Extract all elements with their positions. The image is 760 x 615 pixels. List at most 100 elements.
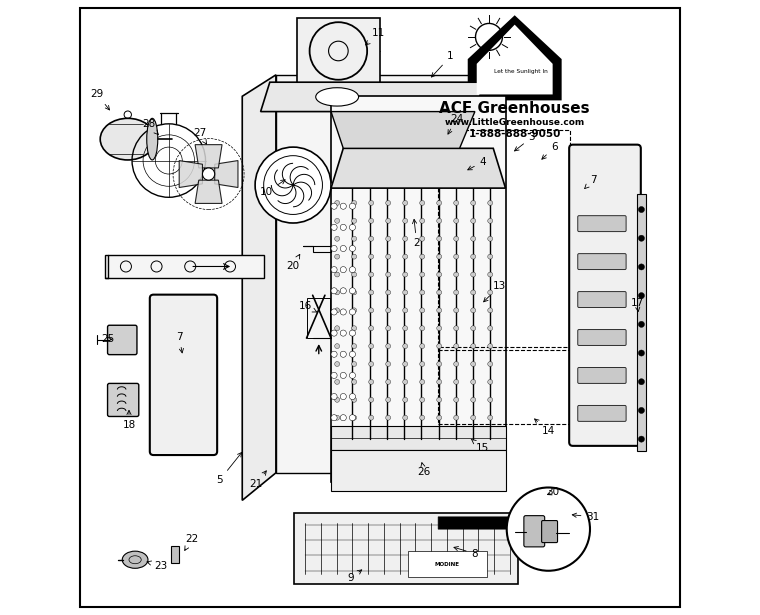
Circle shape: [334, 236, 340, 241]
Circle shape: [420, 218, 425, 223]
Circle shape: [369, 254, 374, 259]
Circle shape: [437, 200, 442, 205]
Circle shape: [350, 309, 356, 315]
FancyBboxPatch shape: [108, 325, 137, 355]
Ellipse shape: [315, 88, 359, 106]
Circle shape: [340, 309, 347, 315]
Circle shape: [350, 415, 356, 421]
Circle shape: [340, 266, 347, 272]
Polygon shape: [214, 161, 238, 188]
Circle shape: [403, 362, 407, 367]
Circle shape: [352, 272, 356, 277]
Bar: [306, 298, 330, 338]
FancyBboxPatch shape: [578, 253, 626, 269]
Circle shape: [386, 397, 391, 402]
Circle shape: [470, 397, 476, 402]
Circle shape: [386, 236, 391, 241]
Circle shape: [331, 203, 337, 209]
Circle shape: [454, 326, 458, 331]
Circle shape: [488, 308, 492, 313]
Circle shape: [454, 362, 458, 367]
Circle shape: [488, 290, 492, 295]
Text: 7: 7: [584, 175, 597, 189]
Circle shape: [454, 272, 458, 277]
Circle shape: [369, 183, 374, 188]
Circle shape: [352, 379, 356, 384]
Circle shape: [386, 272, 391, 277]
Circle shape: [454, 415, 458, 420]
Circle shape: [488, 272, 492, 277]
Circle shape: [507, 488, 590, 571]
Circle shape: [369, 308, 374, 313]
Circle shape: [454, 397, 458, 402]
Circle shape: [352, 397, 356, 402]
Circle shape: [350, 288, 356, 294]
Circle shape: [437, 183, 442, 188]
Circle shape: [454, 183, 458, 188]
Circle shape: [403, 272, 407, 277]
Circle shape: [488, 344, 492, 349]
Circle shape: [331, 288, 337, 294]
Circle shape: [340, 394, 347, 400]
Circle shape: [369, 272, 374, 277]
Text: ACF Greenhouses: ACF Greenhouses: [439, 101, 590, 116]
Text: 27: 27: [193, 128, 207, 144]
Circle shape: [420, 200, 425, 205]
Text: 26: 26: [417, 462, 431, 477]
Polygon shape: [331, 450, 505, 491]
Circle shape: [420, 290, 425, 295]
Circle shape: [386, 183, 391, 188]
Text: 5: 5: [217, 453, 242, 485]
Circle shape: [488, 397, 492, 402]
Circle shape: [340, 372, 347, 378]
Circle shape: [420, 379, 425, 384]
Circle shape: [454, 254, 458, 259]
FancyBboxPatch shape: [542, 520, 558, 542]
Circle shape: [470, 308, 476, 313]
Circle shape: [331, 182, 337, 188]
Circle shape: [334, 308, 340, 313]
Polygon shape: [331, 148, 505, 188]
Circle shape: [470, 326, 476, 331]
Polygon shape: [179, 161, 202, 188]
Circle shape: [403, 290, 407, 295]
Polygon shape: [294, 512, 518, 584]
Circle shape: [369, 218, 374, 223]
Circle shape: [350, 245, 356, 252]
Ellipse shape: [122, 551, 148, 568]
Circle shape: [352, 326, 356, 331]
Circle shape: [334, 290, 340, 295]
Circle shape: [340, 330, 347, 336]
Text: 31: 31: [572, 512, 600, 522]
Circle shape: [352, 200, 356, 205]
Text: 22: 22: [185, 534, 198, 550]
Text: 24: 24: [448, 114, 463, 134]
Circle shape: [331, 372, 337, 378]
Circle shape: [350, 330, 356, 336]
FancyBboxPatch shape: [578, 368, 626, 383]
Bar: [439, 130, 570, 351]
Circle shape: [638, 235, 644, 241]
Circle shape: [334, 326, 340, 331]
Circle shape: [420, 254, 425, 259]
Circle shape: [470, 379, 476, 384]
Text: 18: 18: [122, 410, 135, 430]
Text: 30: 30: [546, 488, 559, 498]
Circle shape: [638, 293, 644, 299]
Text: 21: 21: [250, 471, 266, 489]
Circle shape: [331, 415, 337, 421]
Circle shape: [403, 379, 407, 384]
Polygon shape: [195, 145, 222, 168]
Circle shape: [352, 308, 356, 313]
FancyBboxPatch shape: [578, 405, 626, 421]
Circle shape: [638, 321, 644, 327]
Text: 15: 15: [471, 439, 489, 453]
Text: 14: 14: [534, 419, 555, 436]
Circle shape: [334, 344, 340, 349]
Circle shape: [437, 379, 442, 384]
Circle shape: [437, 397, 442, 402]
Circle shape: [340, 203, 347, 209]
Text: www.LittleGreenhouse.com: www.LittleGreenhouse.com: [445, 118, 584, 127]
FancyBboxPatch shape: [108, 383, 139, 416]
Circle shape: [420, 362, 425, 367]
